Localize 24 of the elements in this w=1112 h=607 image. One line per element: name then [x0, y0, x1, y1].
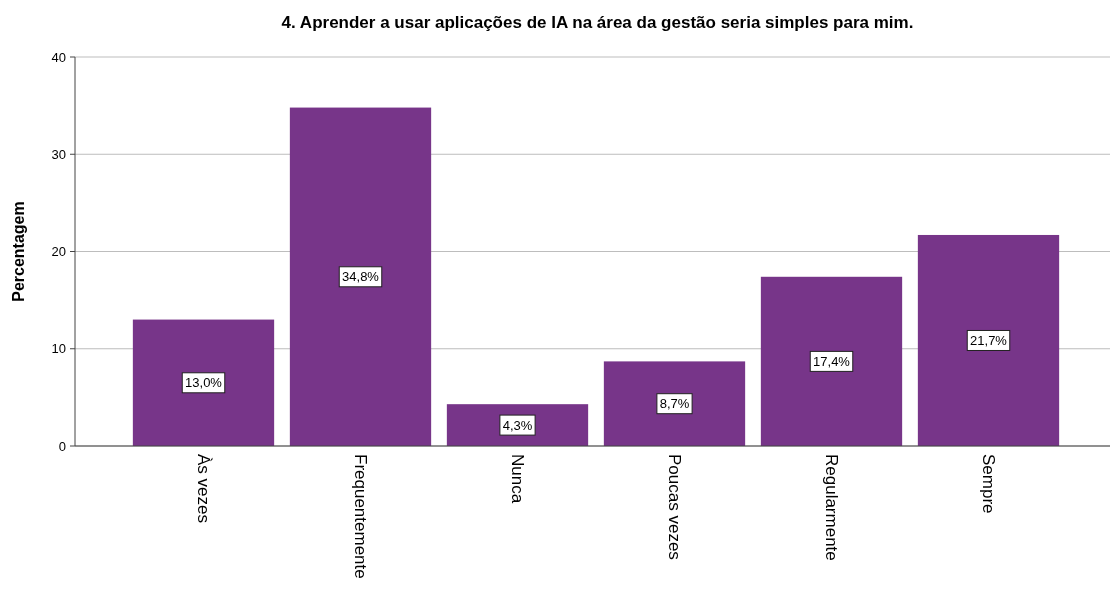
bar [289, 107, 432, 446]
y-tick-label: 10 [51, 341, 66, 357]
x-tick-label: Às vezes [193, 454, 213, 523]
x-tick-label: Frequentemente [350, 454, 370, 579]
x-tick-label: Sempre [978, 454, 998, 514]
data-label: 17,4% [813, 353, 851, 369]
x-tick-label: Regularmente [821, 454, 841, 561]
y-axis-title: Percentagem [10, 201, 27, 302]
data-label: 8,7% [659, 396, 690, 412]
y-tick-label: 30 [51, 146, 66, 162]
data-label: 4,3% [502, 417, 533, 433]
chart-title: 4. Aprender a usar aplicações de IA na área da gestão seria simples para mim. [281, 13, 914, 32]
bar [603, 361, 746, 446]
y-tick-label: 20 [51, 244, 66, 260]
data-label: 21,7% [970, 333, 1008, 349]
bar [917, 234, 1060, 446]
x-tick-label: Nunca [507, 454, 527, 504]
y-tick-label: 0 [58, 438, 66, 454]
x-tick-label: Poucas vezes [664, 454, 684, 560]
data-label: 34,8% [342, 269, 380, 285]
data-label: 13,0% [185, 375, 223, 391]
bar [760, 276, 903, 446]
bar [132, 319, 275, 446]
y-tick-label: 40 [51, 49, 66, 65]
